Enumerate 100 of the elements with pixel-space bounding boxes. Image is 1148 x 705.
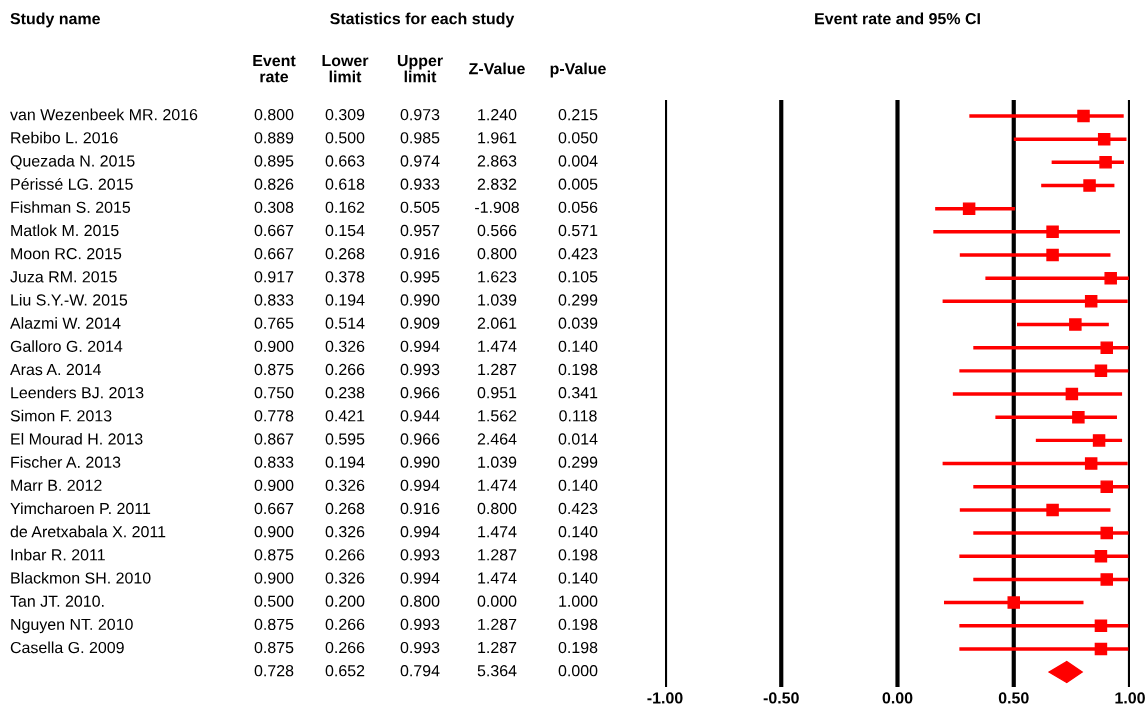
text: 0.266 <box>325 641 365 654</box>
text: 1.474 <box>478 526 517 538</box>
text: 0.505 <box>400 201 440 213</box>
text: 0.667 <box>254 224 294 237</box>
text: 0.994 <box>400 340 440 352</box>
point <box>1069 318 1082 331</box>
text: 1.474 <box>478 572 517 584</box>
text: 0.985 <box>400 132 440 144</box>
category-label: Matlok M. 2015 <box>11 224 119 237</box>
text: 0.916 <box>400 502 440 515</box>
category-label: Event rate <box>253 55 296 83</box>
text: 0.105 <box>558 271 598 283</box>
text: Statistics for each study <box>330 12 515 28</box>
text: 0.951 <box>477 387 517 399</box>
category-label: Liu S.Y.-W. 2015 <box>11 293 128 306</box>
point <box>1100 341 1114 354</box>
text: 0.514 <box>325 317 365 329</box>
text: 0.198 <box>558 549 598 561</box>
text: 0.299 <box>558 456 598 468</box>
x-tick-label: 1.00 <box>1115 692 1145 704</box>
text: 0.268 <box>325 248 365 260</box>
point <box>1094 619 1108 632</box>
text: 0.309 <box>325 108 365 121</box>
text: 0.990 <box>400 456 440 468</box>
x-tick-label: 0.50 <box>998 692 1029 704</box>
point <box>1104 271 1117 285</box>
category-label: Inbar R. 2011 <box>11 548 105 561</box>
chart-title: Event rate and 95% CI <box>815 12 980 25</box>
point <box>1094 364 1108 378</box>
point <box>1100 573 1114 586</box>
category-label: Upper limit <box>397 55 443 83</box>
text: 1.287 <box>478 363 517 376</box>
text: 2.863 <box>477 155 517 167</box>
text: 0.341 <box>558 387 598 399</box>
text: -1.908 <box>475 201 519 213</box>
text: 1.562 <box>478 410 517 422</box>
point <box>1092 434 1106 447</box>
text: 0.004 <box>558 155 598 167</box>
text: 1.039 <box>478 456 517 468</box>
text: 0.995 <box>400 271 440 283</box>
text: 0.326 <box>325 479 365 492</box>
text: 0.663 <box>325 155 365 167</box>
text: 0.800 <box>400 595 440 607</box>
text: 0.875 <box>254 363 294 376</box>
category-label: Moon RC. 2015 <box>11 248 122 260</box>
text: 0.966 <box>400 433 440 445</box>
text: 0.993 <box>400 641 440 654</box>
text: 0.875 <box>254 549 294 561</box>
point <box>1046 248 1059 262</box>
text: 0.140 <box>558 340 598 352</box>
category-label: Blackmon SH. 2010 <box>11 571 151 584</box>
category-label: Marr B. 2012 <box>11 479 102 492</box>
category-label: Nguyen NT. 2010 <box>11 618 133 634</box>
category-label: Périssé LG. 2015 <box>11 177 133 190</box>
point <box>1084 295 1098 308</box>
category-label: Casella G. 2009 <box>10 641 124 654</box>
category-label: p-Value <box>550 62 606 78</box>
text: 0.652 <box>325 665 365 677</box>
category-label: Alazmi W. 2014 <box>10 317 121 329</box>
text: 0.266 <box>325 363 365 376</box>
category-label: Simon F. 2013 <box>10 409 112 422</box>
text: 1.474 <box>478 340 517 352</box>
text: 0.326 <box>325 572 365 584</box>
text: 0.198 <box>558 618 598 631</box>
point <box>1100 526 1114 540</box>
text: 0.833 <box>254 294 294 306</box>
text: 0.833 <box>254 456 294 468</box>
text: Study name <box>10 12 100 28</box>
point <box>1083 179 1096 192</box>
category-label: Rebibo L. 2016 <box>11 131 118 144</box>
text: 0.618 <box>325 178 365 190</box>
text: 0.566 <box>477 224 517 237</box>
text: 0.423 <box>558 248 598 260</box>
text: 0.140 <box>558 572 598 584</box>
text: 0.326 <box>325 340 365 352</box>
text: 0.000 <box>477 595 517 607</box>
text: 0.794 <box>400 665 440 677</box>
point <box>1100 480 1114 493</box>
text: 0.215 <box>558 108 598 121</box>
category-label: Juza RM. 2015 <box>10 271 117 283</box>
text: 0.867 <box>254 433 294 445</box>
text: 1.240 <box>478 108 517 121</box>
text: 0.993 <box>400 363 440 376</box>
text: 0.994 <box>400 572 440 584</box>
text: 0.895 <box>254 155 294 167</box>
category-label: Leenders BJ. 2013 <box>11 386 144 399</box>
text: 2.832 <box>477 178 517 190</box>
text: 0.378 <box>325 271 365 283</box>
text: 0.994 <box>400 526 440 538</box>
point <box>962 202 976 215</box>
text: 0.800 <box>254 108 294 121</box>
text: 0.973 <box>400 108 440 121</box>
category-label: Z-Value <box>469 62 525 75</box>
point <box>1099 156 1112 169</box>
text: 1.287 <box>478 641 517 654</box>
text: 0.993 <box>400 549 440 561</box>
text: 0.800 <box>477 502 517 515</box>
text: 0.421 <box>325 410 365 422</box>
text: 1.039 <box>478 294 517 306</box>
point <box>1094 642 1108 656</box>
